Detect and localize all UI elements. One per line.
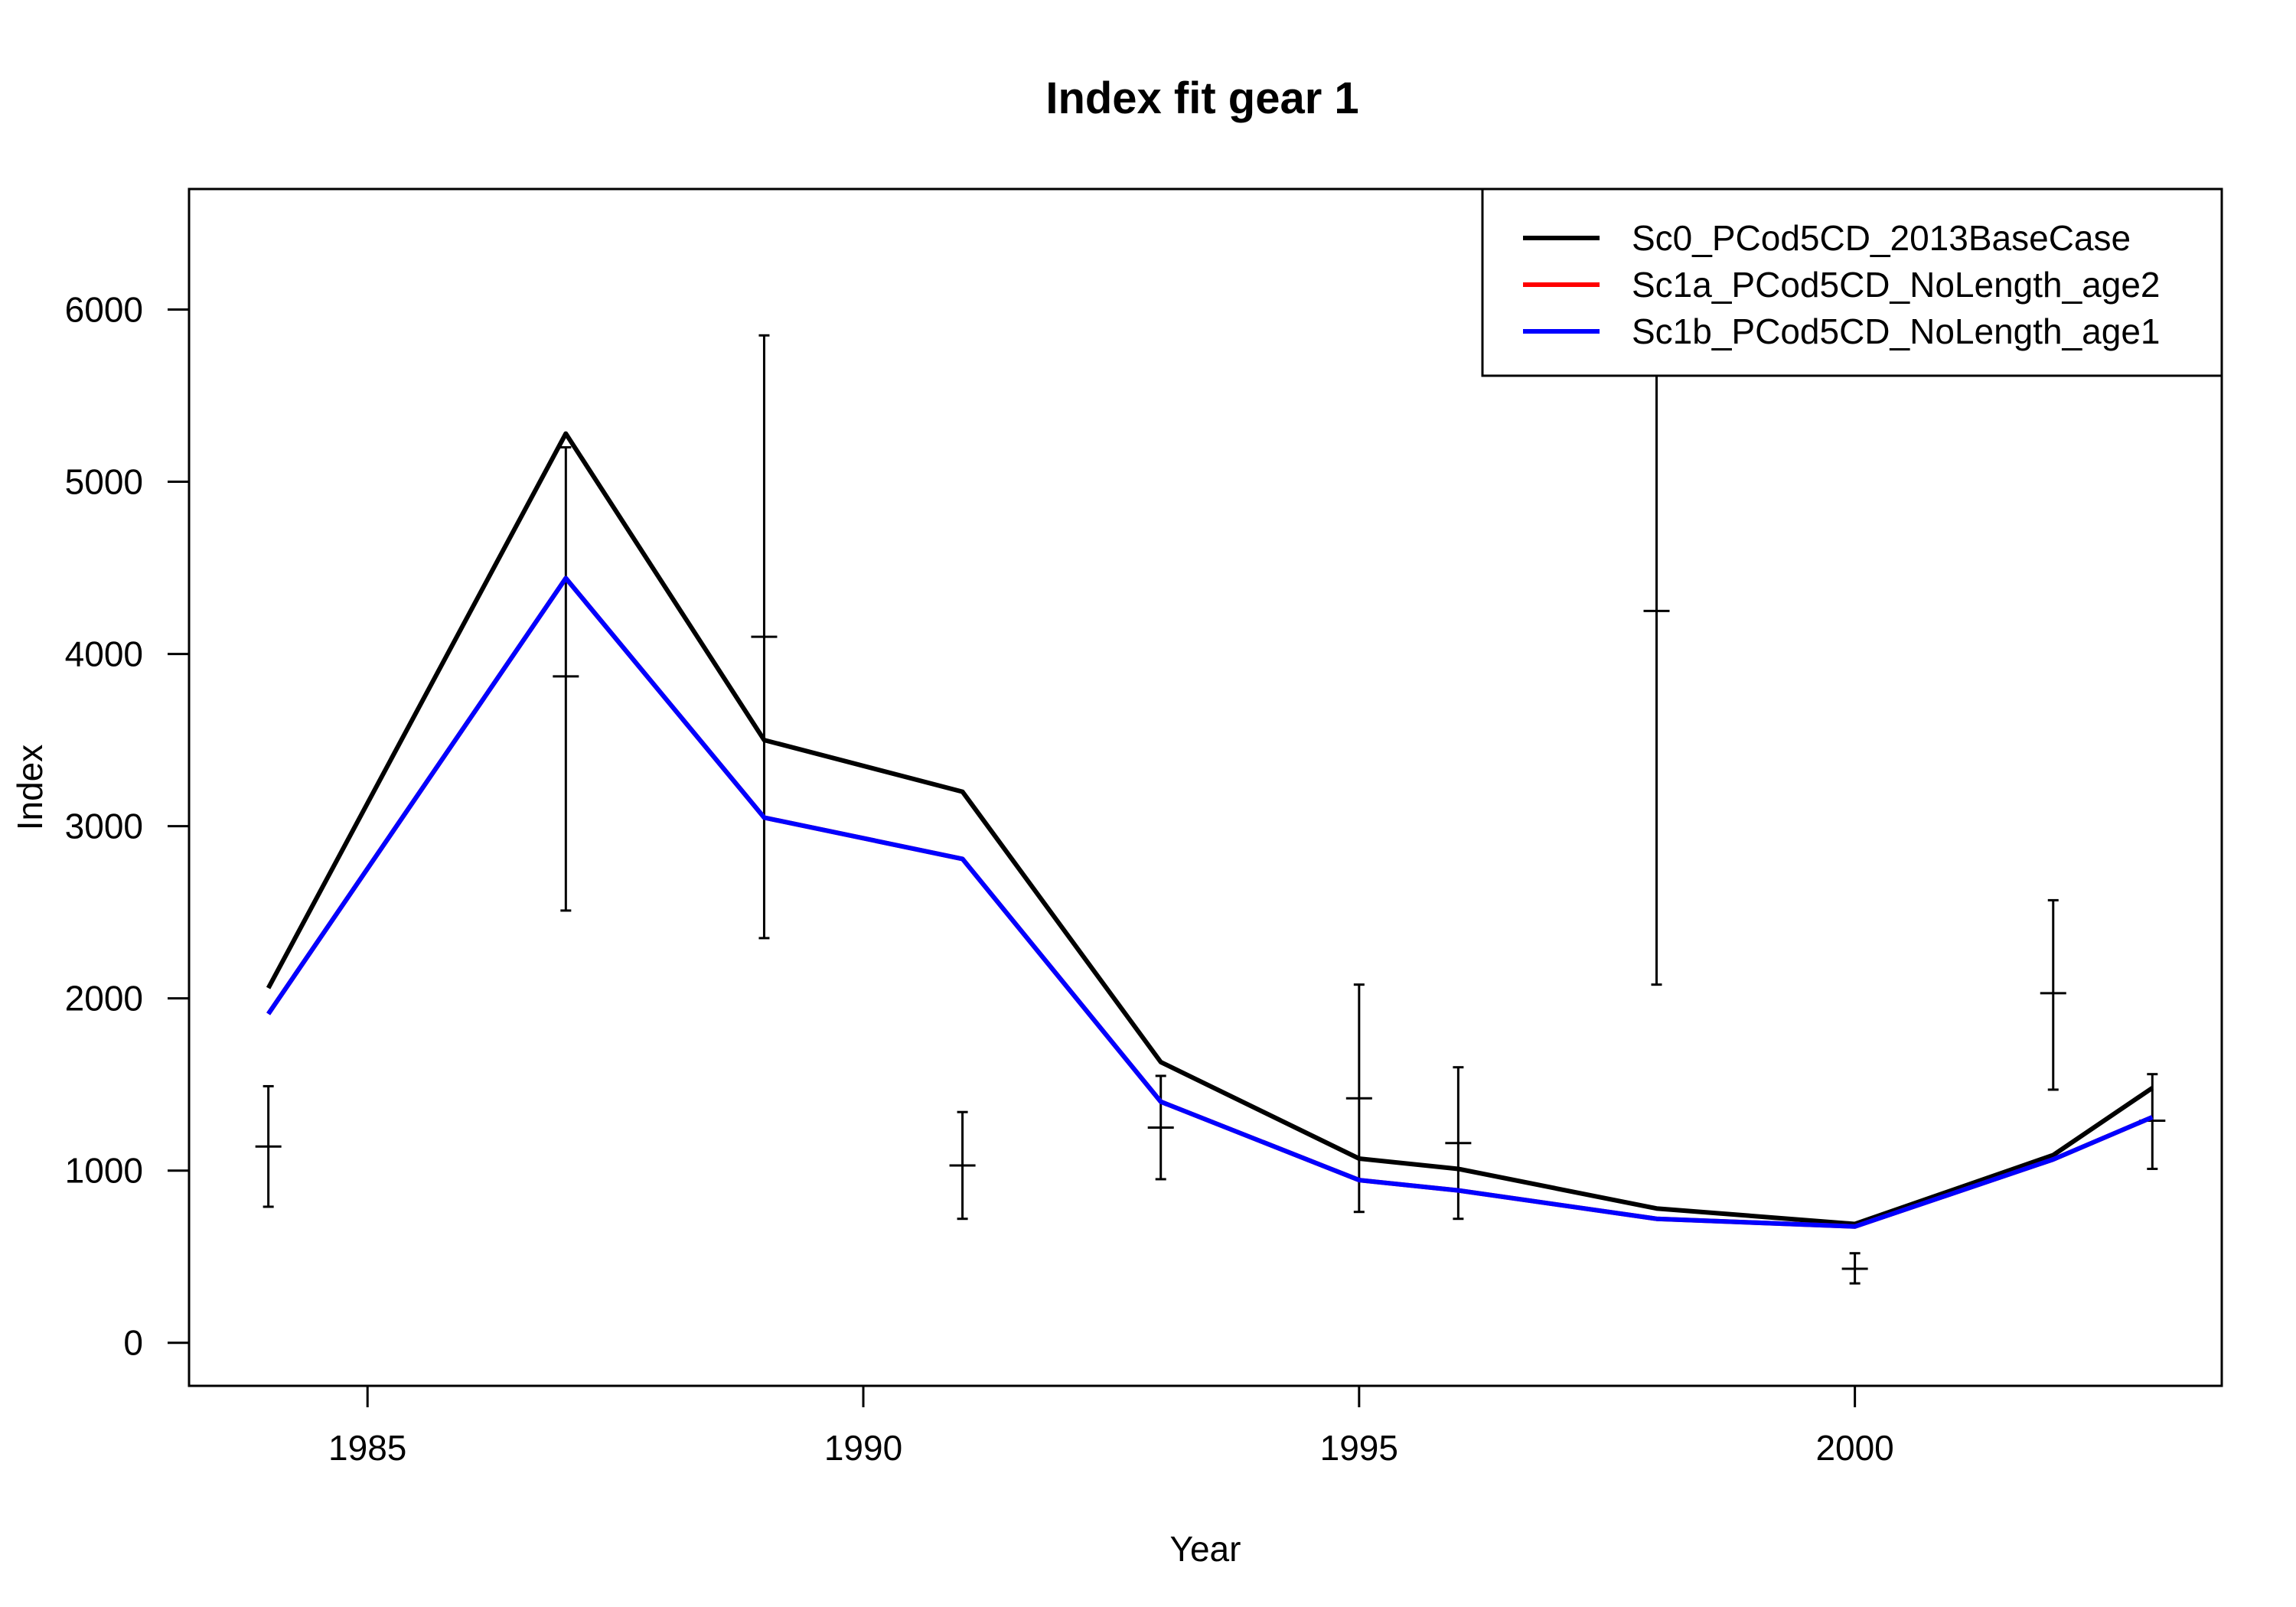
y-axis: 0 1000 2000 3000 4000 5000 6000 [65, 290, 189, 1363]
y-tick-label: 1000 [65, 1151, 143, 1191]
y-tick-label: 2000 [65, 979, 143, 1019]
series-lines-group [266, 431, 2154, 1229]
legend: Sc0_PCod5CD_2013BaseCase Sc1a_PCod5CD_NoL… [1481, 187, 2223, 377]
chart-title: Index fit gear 1 [1045, 73, 1358, 123]
y-axis-label: Index [10, 745, 50, 831]
y-tick-label: 3000 [65, 807, 143, 846]
y-tick-label: 0 [123, 1323, 143, 1363]
y-tick-label: 5000 [65, 462, 143, 502]
observations-group [255, 187, 2166, 1285]
series-line [266, 575, 2154, 1229]
legend-label: Sc1a_PCod5CD_NoLength_age2 [1632, 265, 2161, 305]
x-tick-label: 1990 [824, 1428, 902, 1468]
x-tick-label: 1995 [1320, 1428, 1398, 1468]
x-axis: 1985 1990 1995 2000 [328, 1386, 1894, 1468]
legend-box [1481, 187, 2223, 377]
x-tick-label: 1985 [328, 1428, 406, 1468]
legend-label: Sc1b_PCod5CD_NoLength_age1 [1632, 311, 2161, 351]
y-tick-label: 4000 [65, 634, 143, 674]
x-axis-label: Year [1170, 1529, 1241, 1569]
legend-label: Sc0_PCod5CD_2013BaseCase [1632, 218, 2131, 258]
plot-frame [188, 187, 2223, 1387]
series-line [266, 431, 2154, 1227]
x-tick-label: 2000 [1815, 1428, 1893, 1468]
y-tick-label: 6000 [65, 290, 143, 330]
